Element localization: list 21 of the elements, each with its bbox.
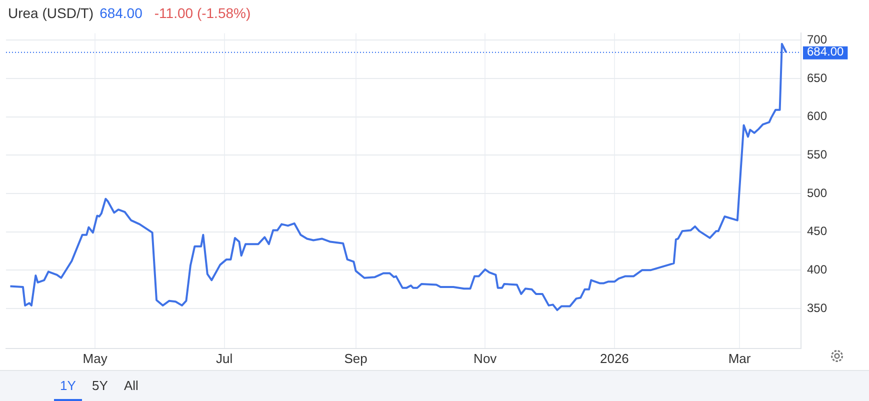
x-tick-label: May [82, 350, 108, 366]
text: All [124, 378, 138, 393]
text: 684.00 [100, 5, 142, 21]
y-tick-label: 700 [807, 32, 828, 46]
x-tick-label: Nov [474, 350, 498, 366]
y-tick-label: 550 [807, 147, 828, 162]
chart-title: Urea (USD/T) [8, 5, 94, 21]
x-tick-label: Jul [216, 350, 233, 366]
y-tick-label: 600 [807, 109, 828, 124]
y-tick-label: 450 [807, 224, 828, 238]
x-tick-label: 2026 [600, 350, 629, 366]
text: 1Y [54, 378, 82, 401]
y-tick-label: 400 [807, 262, 828, 276]
y-tick-label: 500 [807, 186, 828, 200]
x-tick-label: Mar [728, 350, 752, 366]
ref-line-label: 684.00 [807, 44, 844, 59]
text: 5Y [92, 378, 108, 393]
y-tick-label: 650 [807, 70, 828, 85]
text: -11.00 (-1.58%) [154, 5, 251, 21]
y-tick-label: 350 [807, 300, 828, 315]
x-tick-label: Sep [344, 350, 368, 366]
